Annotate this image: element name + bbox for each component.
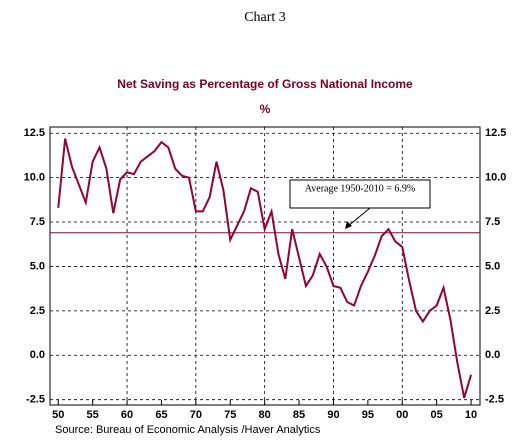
y-tick-label: -2.5 <box>26 394 45 406</box>
y-tick-label: 0.0 <box>30 349 45 361</box>
source: Source: Bureau of Economic Analysis /Hav… <box>55 424 321 436</box>
y-tick-label: 12.5 <box>24 127 45 139</box>
y-tick-label: 2.5 <box>30 305 45 317</box>
x-tick-label: 55 <box>87 409 99 421</box>
y-tick-label: 7.5 <box>30 216 45 228</box>
y-tick-label: 10.0 <box>24 172 45 184</box>
chart-header: Chart 3 <box>244 10 286 25</box>
x-tick-label: 70 <box>190 409 202 421</box>
x-tick-label: 90 <box>327 409 339 421</box>
x-tick-label: 85 <box>293 409 305 421</box>
series-line <box>57 138 473 399</box>
annotation-arrow <box>346 207 371 228</box>
x-tick-label: 80 <box>259 409 271 421</box>
plot-frame <box>49 126 481 406</box>
y-tick-label-right: 0.0 <box>485 349 500 361</box>
x-tick-label: 05 <box>431 409 443 421</box>
y-tick-label-right: 7.5 <box>485 216 500 228</box>
annotation-box <box>289 179 431 209</box>
y-tick-label-right: -2.5 <box>485 394 504 406</box>
x-tick-label: 95 <box>362 409 374 421</box>
y-tick-label-right: 2.5 <box>485 305 500 317</box>
x-tick-label: 65 <box>155 409 167 421</box>
x-tick-label: 10 <box>465 409 477 421</box>
x-tick-label: 00 <box>396 409 408 421</box>
y-tick-label: 5.0 <box>30 260 45 272</box>
x-tick-label: 75 <box>224 409 236 421</box>
arrow-head <box>345 221 352 229</box>
x-tick-label: 50 <box>52 409 64 421</box>
chart-title: Net Saving as Percentage of Gross Nation… <box>117 77 413 91</box>
annotation: Average 1950-2010 = 6.9% <box>305 183 415 194</box>
y-tick-label-right: 10.0 <box>485 172 506 184</box>
x-tick-label: 60 <box>121 409 133 421</box>
chart-subtitle: % <box>260 102 271 116</box>
y-tick-label-right: 5.0 <box>485 260 500 272</box>
y-tick-label-right: 12.5 <box>485 127 506 139</box>
